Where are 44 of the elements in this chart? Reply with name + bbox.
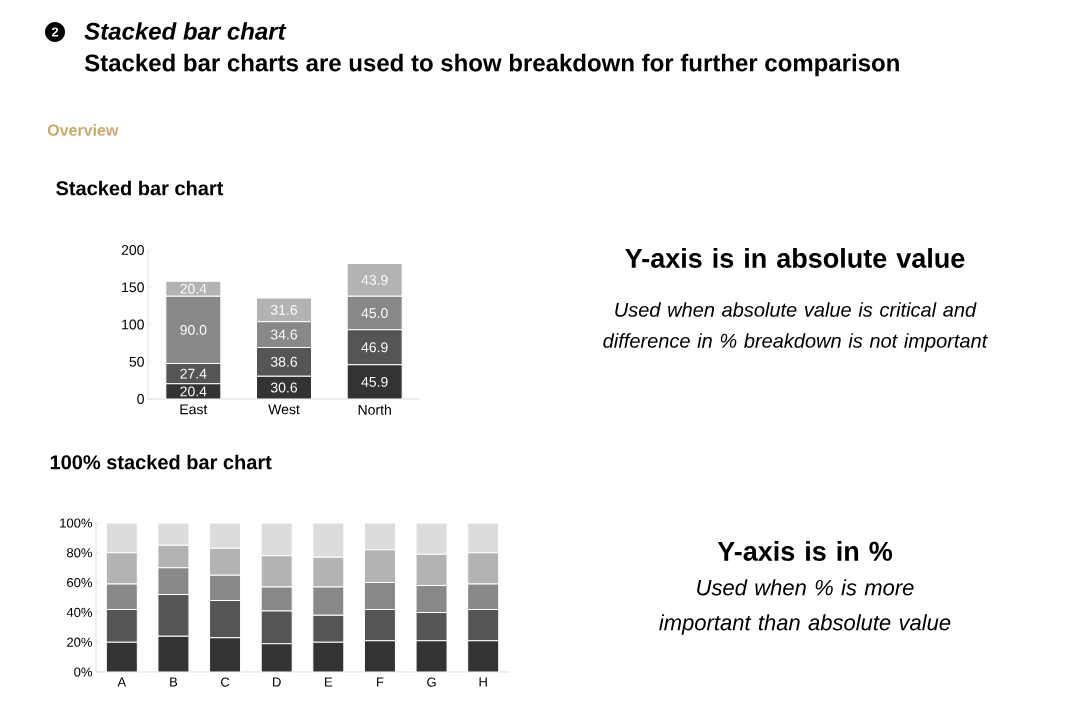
y-tick-label: 0%	[74, 667, 93, 677]
x-tick-label: D	[273, 677, 281, 687]
data-label: 27.4	[180, 368, 207, 379]
data-label: 45.0	[361, 308, 388, 319]
y-tick-label: 100%	[60, 518, 93, 528]
text: Overview	[47, 124, 119, 136]
x-tick-label: B	[170, 677, 178, 687]
data-label: 38.6	[270, 356, 298, 367]
x-tick-label: North	[358, 404, 391, 415]
y-tick-label: 20%	[67, 637, 93, 647]
data-label: 34.6	[270, 329, 298, 340]
data-label: 46.9	[361, 342, 388, 353]
y-tick-label: 100	[122, 319, 144, 330]
text: Stacked bar chart	[84, 22, 287, 40]
data-label: 45.9	[361, 376, 388, 387]
y-tick-label: 200	[121, 245, 144, 255]
data-label: 30.6	[270, 382, 298, 393]
y-tick-label: 150	[122, 282, 144, 293]
data-label: 90.0	[180, 324, 207, 335]
y-tick-label: 50	[129, 356, 144, 367]
chart-title: Stacked bar chart	[56, 180, 224, 196]
x-tick-label: F	[377, 677, 384, 687]
text: Stacked bar charts are used to show breakdown for further comparison	[84, 53, 899, 77]
text: Y-axis is in %	[717, 541, 893, 561]
text: 2	[51, 27, 59, 37]
y-tick-label: 60%	[67, 577, 93, 588]
x-tick-label: G	[427, 677, 436, 687]
x-tick-label: East	[180, 404, 208, 415]
text: Y-axis is in absolute value	[625, 248, 965, 268]
y-tick-label: 80%	[67, 548, 93, 558]
data-label: 43.9	[361, 275, 388, 285]
text: Used when absolute value is critical and difference in % breakdown is not important	[603, 302, 988, 352]
x-tick-label: H	[479, 677, 487, 687]
data-label: 20.4	[180, 283, 207, 294]
data-label: 31.6	[270, 304, 298, 315]
y-tick-label: 0	[137, 394, 144, 404]
x-tick-label: E	[325, 677, 333, 687]
x-tick-label: C	[221, 677, 230, 687]
text: Used when % is more important than absolute value	[659, 579, 951, 635]
y-tick-label: 40%	[66, 607, 93, 617]
data-label: 20.4	[180, 386, 207, 397]
x-tick-label: West	[268, 404, 300, 415]
x-tick-label: A	[117, 677, 127, 687]
chart-title: 100% stacked bar chart	[50, 454, 272, 470]
